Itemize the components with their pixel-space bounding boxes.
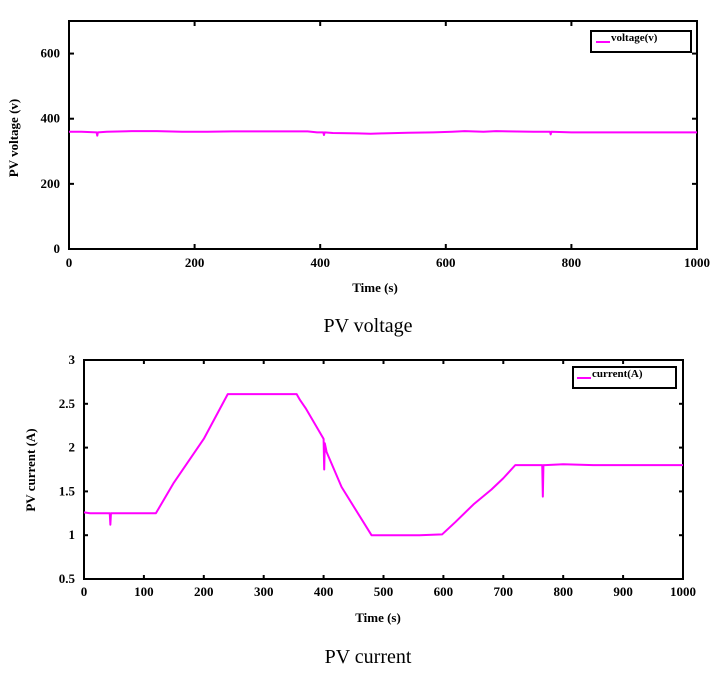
current-x-tick-label: 400 xyxy=(314,584,334,599)
voltage-x-tick-label: 0 xyxy=(66,255,73,270)
current-y-tick-label: 2.5 xyxy=(59,396,76,411)
voltage-x-tick-label: 800 xyxy=(562,255,582,270)
voltage-series-line xyxy=(69,130,697,137)
voltage-y-tick-label: 200 xyxy=(41,176,61,191)
current-x-tick-label: 700 xyxy=(494,584,514,599)
current-legend: current(A) xyxy=(572,366,677,389)
voltage-plot-frame xyxy=(68,20,698,250)
current-caption: PV current xyxy=(325,646,412,668)
current-x-tick-label: 200 xyxy=(194,584,214,599)
current-series-line xyxy=(83,393,683,537)
current-x-tick-label: 900 xyxy=(613,584,633,599)
current-x-axis-label: Time (s) xyxy=(355,610,401,625)
current-legend-box xyxy=(572,366,677,389)
current-y-tick-label: 2 xyxy=(69,440,76,455)
current-legend-label: current(A) xyxy=(592,368,643,380)
voltage-caption: PV voltage xyxy=(323,315,412,337)
voltage-ticks: 0 200 400 600 800 1000 0 200 400 600 xyxy=(41,21,710,270)
current-x-tick-label: 1000 xyxy=(670,584,696,599)
current-x-tick-label: 800 xyxy=(553,584,573,599)
current-y-tick-label: 0.5 xyxy=(59,571,76,586)
current-y-axis-label: PV current (A) xyxy=(23,428,38,511)
current-x-tick-label: 0 xyxy=(81,584,88,599)
voltage-y-tick-label: 600 xyxy=(41,46,61,61)
current-y-tick-label: 1 xyxy=(69,527,76,542)
voltage-y-tick-label: 400 xyxy=(41,111,61,126)
voltage-y-tick-label: 0 xyxy=(54,241,61,256)
voltage-x-axis-label: Time (s) xyxy=(352,280,398,295)
current-y-tick-label: 3 xyxy=(69,352,76,367)
voltage-x-tick-label: 1000 xyxy=(684,255,710,270)
voltage-legend-label: voltage(v) xyxy=(611,32,658,44)
current-chart: 0 100 200 300 400 500 600 700 800 900 1000 0.5 1 1.5 2… xyxy=(23,352,696,668)
current-x-tick-label: 600 xyxy=(434,584,454,599)
voltage-x-tick-label: 400 xyxy=(310,255,330,270)
voltage-legend: voltage(v) xyxy=(590,30,692,53)
current-x-tick-label: 100 xyxy=(134,584,154,599)
current-y-tick-label: 1.5 xyxy=(59,483,76,498)
voltage-x-tick-label: 600 xyxy=(436,255,456,270)
voltage-chart: 0 200 400 600 800 1000 0 200 400 600 voltage(v) T… xyxy=(6,20,710,337)
voltage-legend-box xyxy=(590,30,692,53)
current-x-tick-label: 300 xyxy=(254,584,274,599)
current-ticks: 0 100 200 300 400 500 600 700 800 900 1000 0.5 1 1.5 2… xyxy=(59,352,696,599)
current-plot-frame xyxy=(83,359,684,580)
voltage-x-tick-label: 200 xyxy=(185,255,205,270)
voltage-y-axis-label: PV voltage (v) xyxy=(6,99,21,177)
current-x-tick-label: 500 xyxy=(374,584,394,599)
